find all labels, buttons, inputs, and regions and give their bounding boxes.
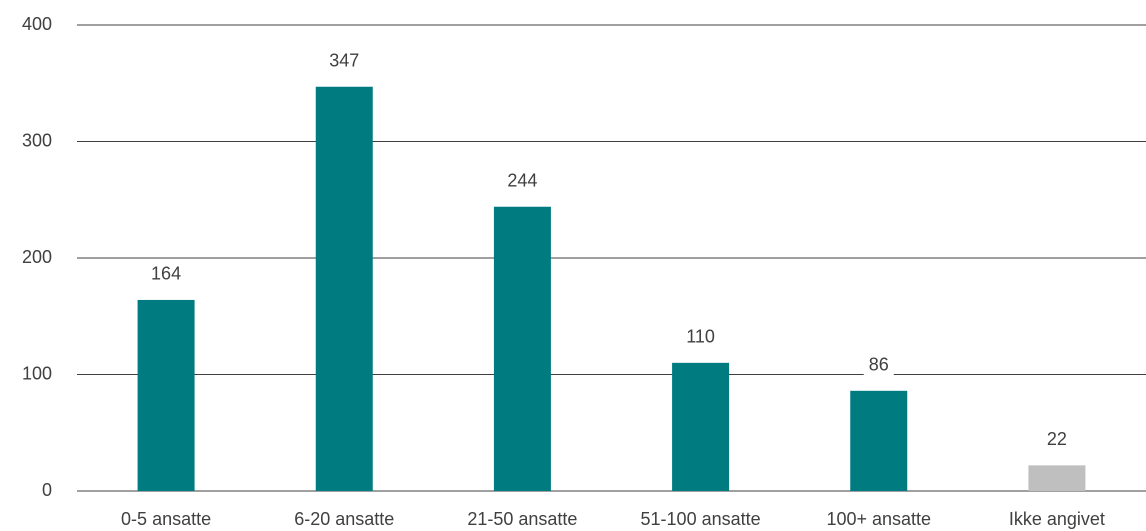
y-tick-label: 300 [22,130,52,150]
bar [672,362,730,491]
x-tick-label: 51-100 ansatte [641,509,761,529]
x-tick-label: 100+ ansatte [826,509,931,529]
label-background [324,49,365,74]
data-label: 244 [507,170,537,190]
y-tick-label: 200 [22,247,52,267]
x-tick-label: 6-20 ansatte [294,509,394,529]
bar [137,299,195,491]
y-tick-label: 0 [42,480,52,500]
bar [493,206,551,492]
data-label: 347 [329,50,359,70]
data-label: 86 [869,355,889,375]
bar [850,390,908,491]
x-tick-label: 21-50 ansatte [467,509,577,529]
data-label: 164 [151,264,181,284]
y-tick-label: 100 [22,363,52,383]
label-background [863,353,894,378]
y-tick-label: 400 [22,14,52,34]
x-tick-label: Ikke angivet [1009,509,1105,529]
label-background [1041,428,1072,453]
bar [315,86,373,492]
label-background [502,169,543,194]
bar [1028,465,1086,491]
label-background [146,262,187,287]
x-tick-label: 0-5 ansatte [121,509,211,529]
label-background [681,325,720,350]
data-label: 110 [686,327,715,347]
data-label: 22 [1047,429,1067,449]
